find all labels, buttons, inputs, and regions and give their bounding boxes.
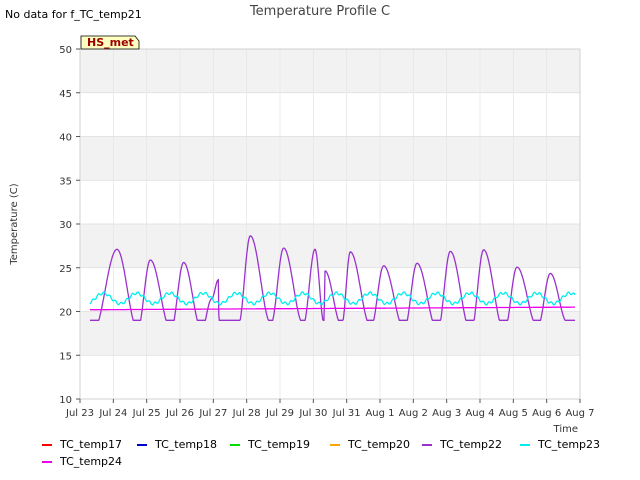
- hs-met-badge-label: HS_met: [87, 36, 134, 49]
- legend: TC_temp17 TC_temp18 TC_temp19 TC_temp20 TC_t…: [42, 438, 600, 468]
- legend-entry: TC_temp19: [247, 438, 310, 451]
- x-tick-label: Aug 1: [365, 408, 394, 419]
- y-axis-label: Temperature (C): [9, 183, 20, 265]
- plot-band: [80, 49, 580, 93]
- x-tick-label: Aug 6: [532, 408, 561, 419]
- x-tick-label: Aug 4: [465, 408, 494, 419]
- x-tick-label: Jul 27: [198, 408, 227, 419]
- y-tick-label: 25: [59, 264, 72, 275]
- x-tick-label: Aug 3: [432, 408, 461, 419]
- legend-entry: TC_temp24: [59, 455, 122, 468]
- x-tick-label: Jul 31: [332, 408, 361, 419]
- series-line-TC_temp24: [89, 306, 575, 311]
- x-tick-label: Jul 23: [65, 408, 94, 419]
- x-axis-label: Time: [553, 424, 578, 435]
- legend-entry: TC_temp22: [439, 438, 502, 451]
- legend-entry: TC_temp23: [537, 438, 600, 451]
- x-tick-label: Jul 26: [165, 408, 194, 419]
- x-tick-label: Jul 29: [265, 408, 294, 419]
- y-tick-label: 35: [59, 176, 72, 187]
- x-tick-label: Jul 25: [132, 408, 161, 419]
- y-tick-label: 45: [59, 89, 72, 100]
- y-tick-label: 50: [59, 45, 72, 56]
- y-tick-label: 10: [59, 395, 72, 406]
- legend-entry: TC_temp18: [154, 438, 217, 451]
- x-tick-label: Aug 2: [399, 408, 428, 419]
- plot-band: [80, 311, 580, 356]
- series-line-TC_temp23: [89, 291, 576, 306]
- x-tick-label: Aug 7: [565, 408, 594, 419]
- legend-entry: TC_temp17: [59, 438, 122, 451]
- y-tick-label: 15: [59, 351, 72, 362]
- axes: 10 15 20 25 30 35 40 45 50 Jul 23 Jul 24 Jul 25 Jul …: [59, 45, 594, 419]
- plot-band: [80, 224, 580, 268]
- y-tick-label: 30: [59, 220, 72, 231]
- legend-entry: TC_temp20: [347, 438, 410, 451]
- hs-met-badge: HS_met: [80, 35, 140, 50]
- x-tick-label: Jul 28: [232, 408, 261, 419]
- y-tick-label: 20: [59, 308, 72, 319]
- plot-band: [80, 136, 580, 181]
- x-tick-label: Jul 24: [98, 408, 127, 419]
- x-tick-label: Jul 30: [298, 408, 327, 419]
- series-line-TC_temp22: [90, 235, 575, 321]
- x-tick-label: Aug 5: [499, 408, 528, 419]
- chart-title: Temperature Profile C: [249, 4, 390, 19]
- y-tick-label: 40: [59, 133, 72, 144]
- series-lines: [89, 235, 576, 321]
- nodata-note: No data for f_TC_temp21: [5, 8, 142, 21]
